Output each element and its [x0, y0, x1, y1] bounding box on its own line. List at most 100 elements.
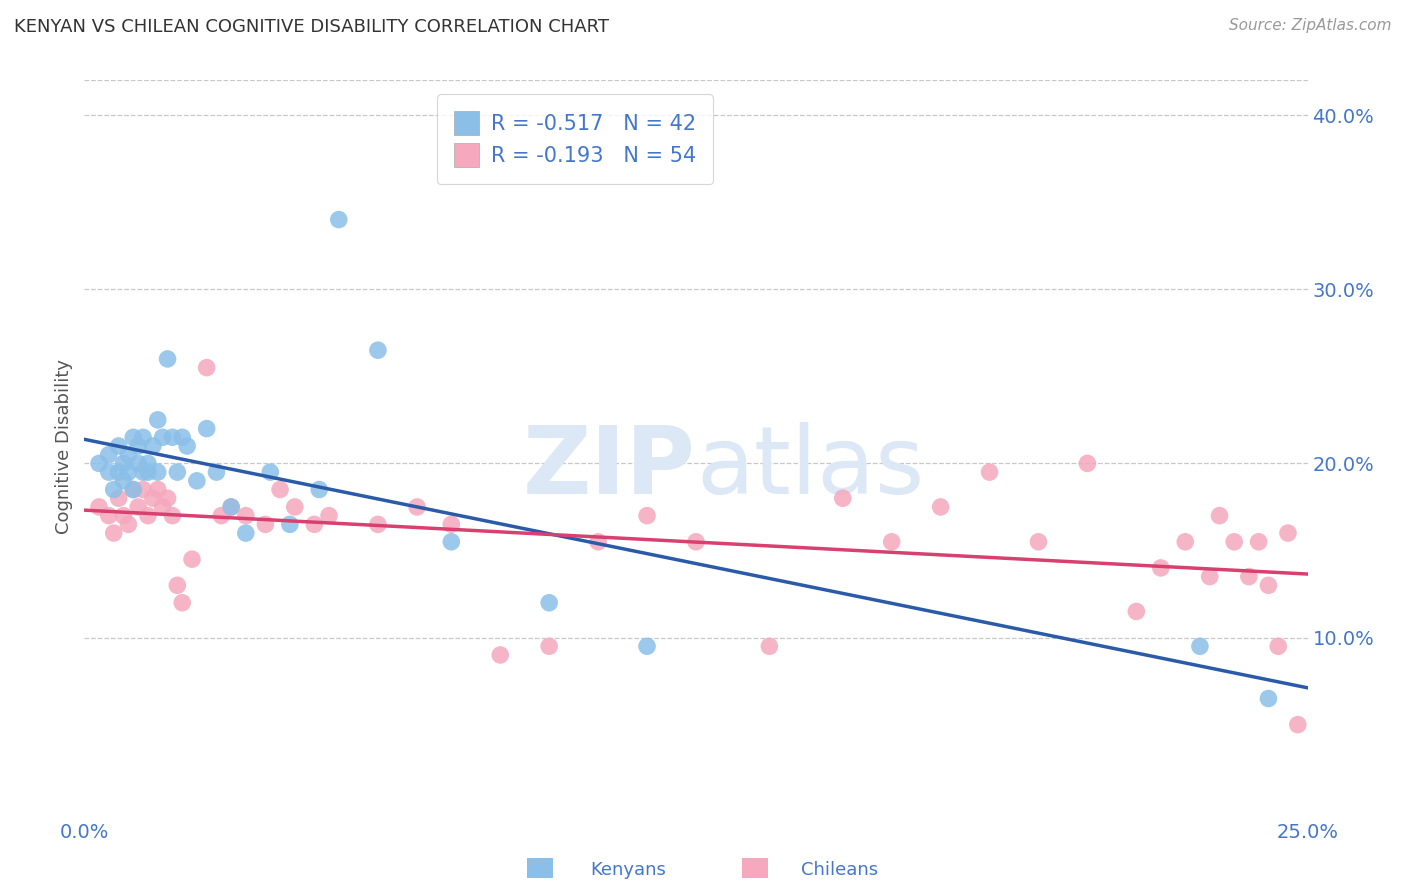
Point: [209, 508, 232, 523]
Point: [538, 640, 561, 654]
Point: [127, 457, 149, 471]
Point: [156, 351, 179, 366]
Point: [219, 500, 242, 514]
Point: [107, 439, 129, 453]
Point: [831, 491, 853, 506]
Point: [636, 508, 658, 523]
Point: [136, 465, 159, 479]
Point: [1257, 691, 1279, 706]
Point: [112, 474, 135, 488]
Point: [127, 500, 149, 514]
Point: [166, 465, 188, 479]
Point: [146, 465, 169, 479]
Point: [87, 500, 110, 514]
Point: [205, 465, 228, 479]
Point: [235, 526, 257, 541]
Point: [880, 534, 903, 549]
Point: [1150, 561, 1173, 575]
Point: [1125, 604, 1147, 618]
Point: [538, 596, 561, 610]
Point: [117, 448, 139, 462]
Point: [304, 517, 326, 532]
Point: [103, 526, 125, 541]
Point: [269, 483, 291, 497]
Point: [367, 343, 389, 358]
Y-axis label: Cognitive Disability: Cognitive Disability: [55, 359, 73, 533]
Point: [122, 483, 145, 497]
Point: [235, 508, 257, 523]
Point: [586, 534, 609, 549]
Legend: R = -0.517   N = 42, R = -0.193   N = 54: R = -0.517 N = 42, R = -0.193 N = 54: [437, 95, 713, 184]
Point: [685, 534, 707, 549]
Point: [152, 500, 174, 514]
Point: [166, 578, 188, 592]
Point: [162, 430, 184, 444]
Point: [1257, 578, 1279, 592]
Point: [318, 508, 340, 523]
Point: [87, 457, 110, 471]
Point: [1076, 457, 1098, 471]
Point: [122, 430, 145, 444]
Point: [367, 517, 389, 532]
Point: [979, 465, 1001, 479]
Point: [440, 517, 463, 532]
Point: [1174, 534, 1197, 549]
Point: [758, 640, 780, 654]
Point: [152, 430, 174, 444]
Point: [142, 439, 165, 453]
Point: [1267, 640, 1289, 654]
Point: [132, 483, 155, 497]
Text: atlas: atlas: [696, 422, 924, 514]
Point: [308, 483, 330, 497]
Point: [172, 430, 194, 444]
Point: [1277, 526, 1299, 541]
Point: [97, 465, 120, 479]
Point: [929, 500, 952, 514]
Point: [440, 534, 463, 549]
Point: [146, 413, 169, 427]
Point: [97, 508, 120, 523]
Point: [328, 212, 350, 227]
Point: [132, 465, 155, 479]
Point: [117, 517, 139, 532]
Point: [186, 474, 208, 488]
Point: [112, 457, 135, 471]
Point: [162, 508, 184, 523]
Text: Kenyans: Kenyans: [591, 861, 666, 879]
Text: Source: ZipAtlas.com: Source: ZipAtlas.com: [1229, 18, 1392, 33]
Point: [636, 640, 658, 654]
Point: [103, 483, 125, 497]
Point: [1237, 569, 1260, 583]
Point: [284, 500, 307, 514]
Text: Chileans: Chileans: [801, 861, 879, 879]
Text: KENYAN VS CHILEAN COGNITIVE DISABILITY CORRELATION CHART: KENYAN VS CHILEAN COGNITIVE DISABILITY C…: [14, 18, 609, 36]
Point: [1188, 640, 1211, 654]
Point: [136, 508, 159, 523]
Point: [181, 552, 204, 566]
Point: [172, 596, 194, 610]
Point: [195, 360, 218, 375]
Point: [122, 483, 145, 497]
Point: [107, 491, 129, 506]
Point: [112, 508, 135, 523]
Point: [146, 483, 169, 497]
Point: [1208, 508, 1230, 523]
Point: [136, 457, 159, 471]
Point: [1286, 717, 1309, 731]
Point: [176, 439, 198, 453]
Point: [219, 500, 242, 514]
Point: [254, 517, 277, 532]
Point: [117, 465, 139, 479]
Point: [156, 491, 179, 506]
Point: [142, 491, 165, 506]
Point: [107, 465, 129, 479]
Point: [1198, 569, 1220, 583]
Point: [195, 421, 218, 435]
Point: [259, 465, 281, 479]
Point: [489, 648, 512, 662]
Point: [1028, 534, 1050, 549]
Point: [132, 430, 155, 444]
Point: [1223, 534, 1246, 549]
Point: [1247, 534, 1270, 549]
Point: [406, 500, 429, 514]
